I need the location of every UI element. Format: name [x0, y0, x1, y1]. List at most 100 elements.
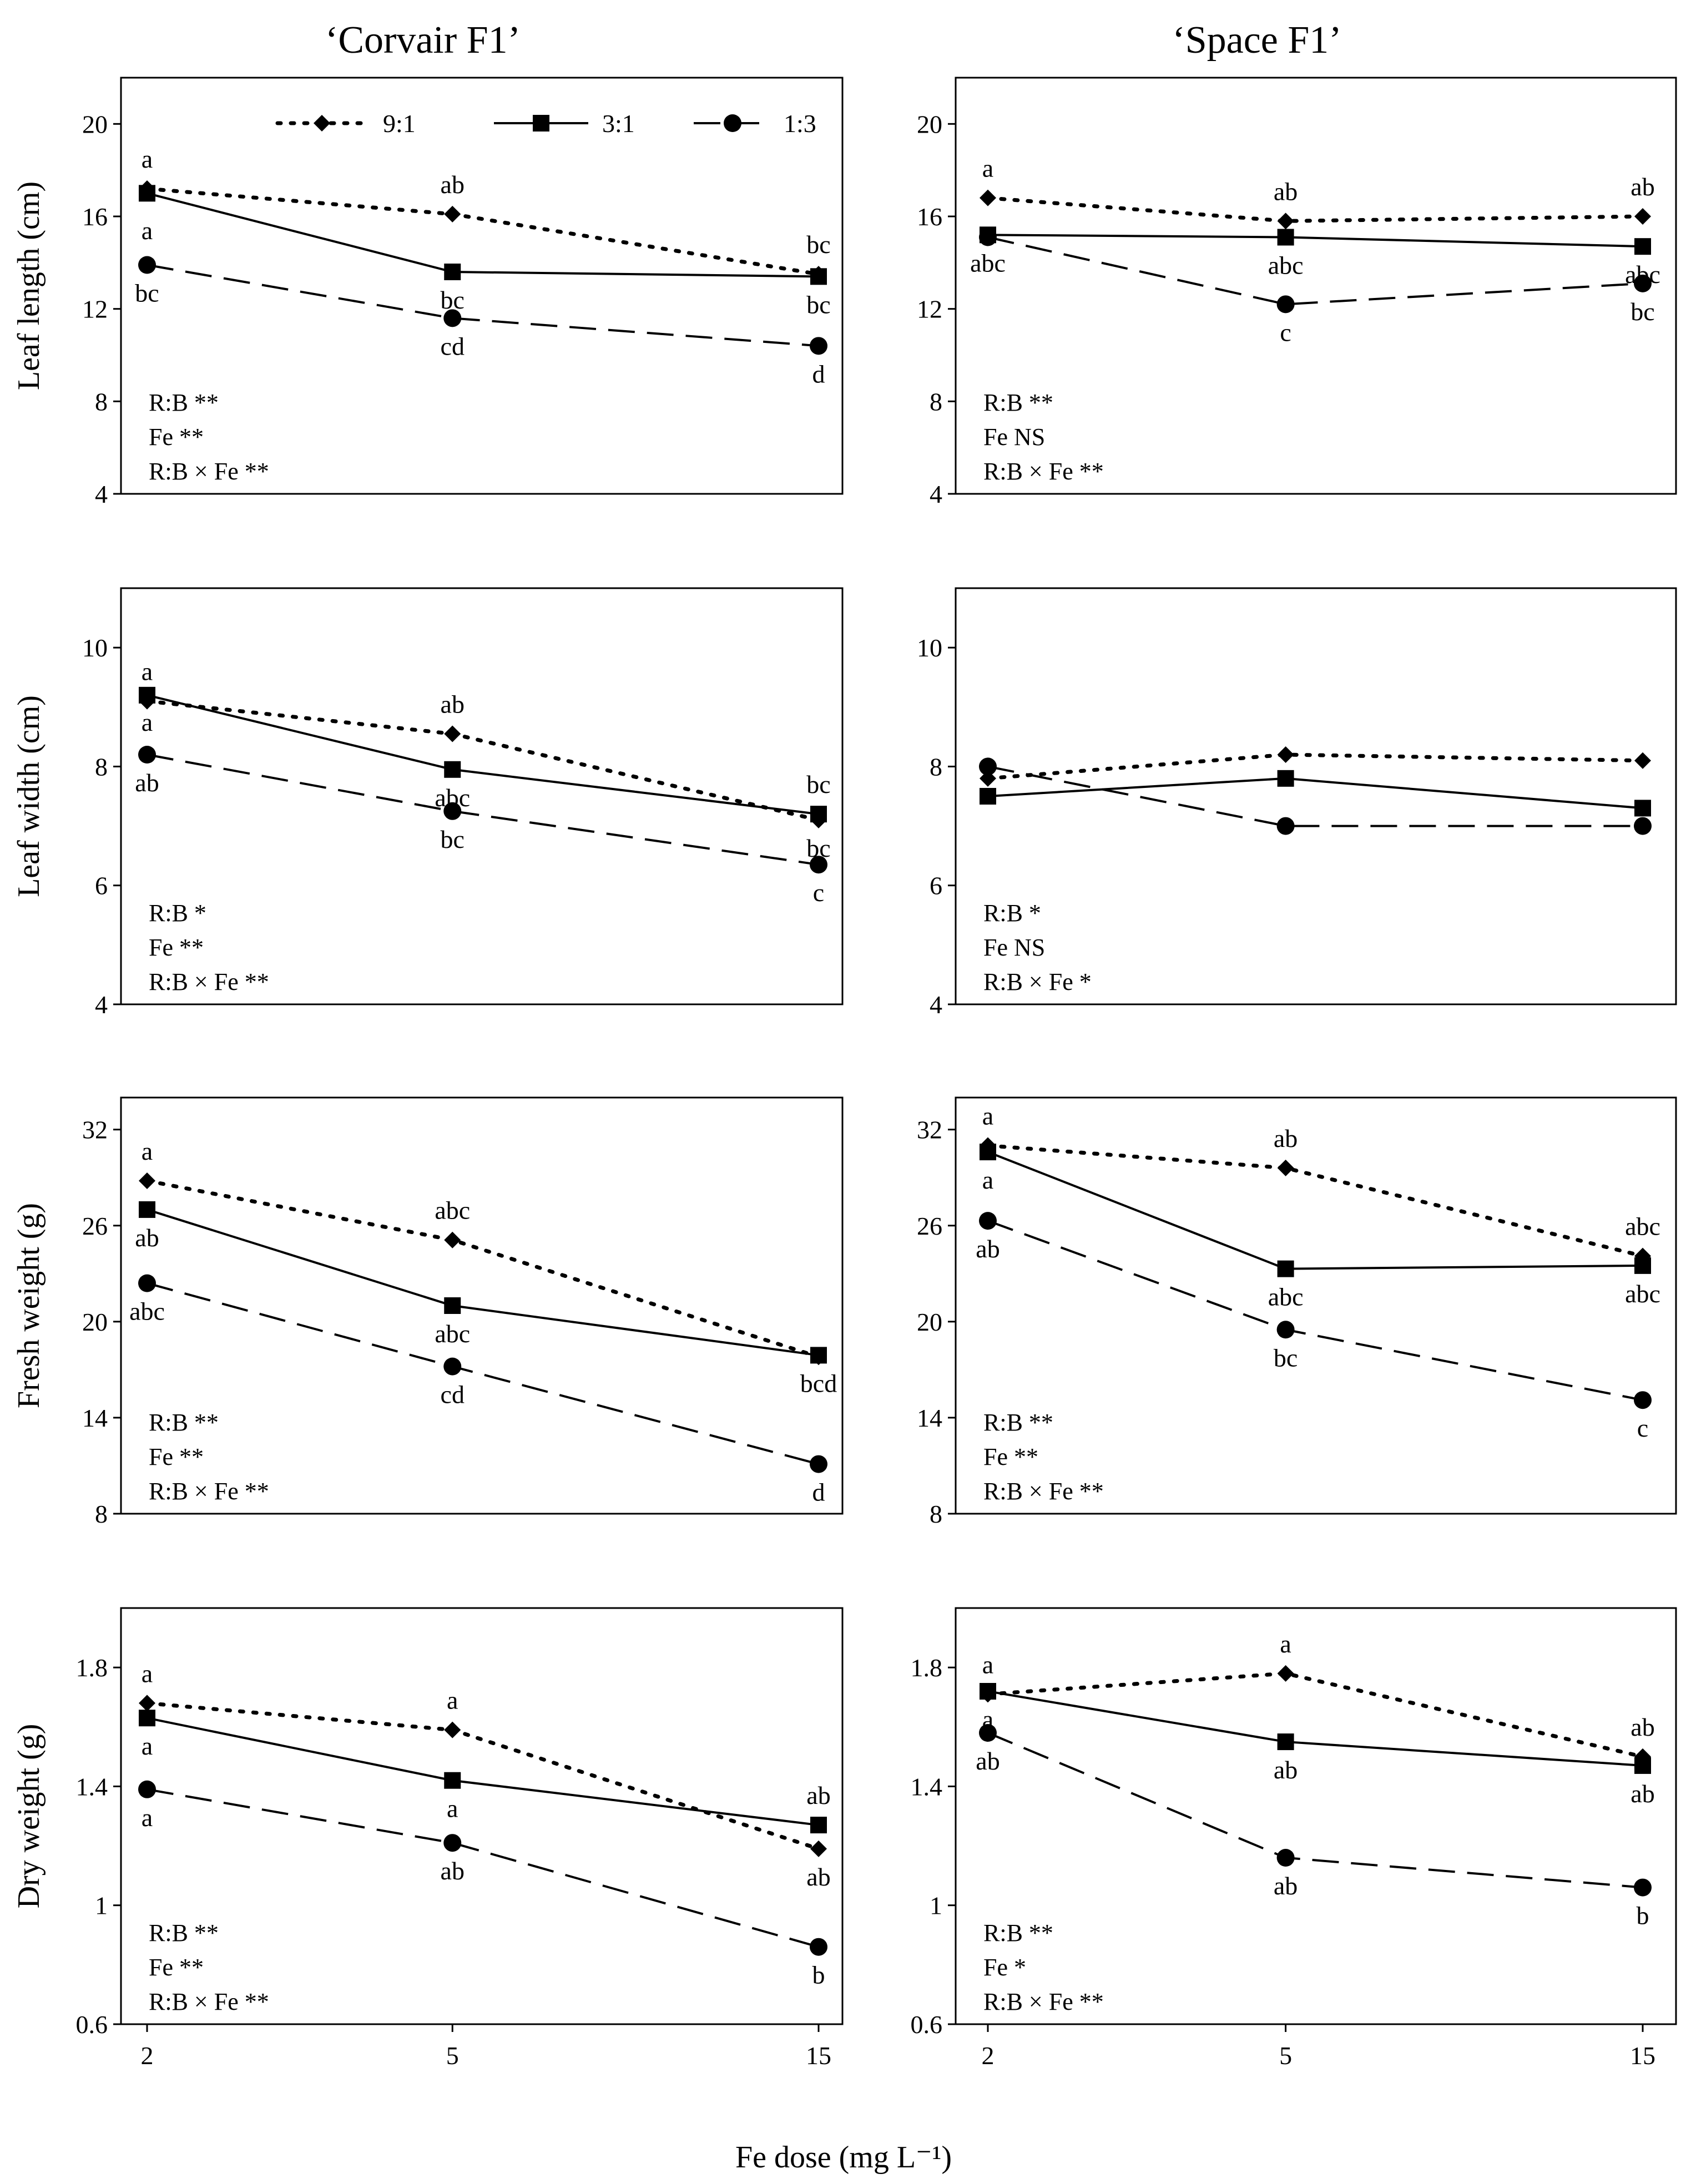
- y-tick-label: 20: [82, 110, 108, 138]
- significance-letter: ab: [441, 1857, 465, 1885]
- data-point-1-3: [810, 1938, 827, 1956]
- anova-stat: R:B × Fe **: [149, 458, 269, 485]
- plot-frame: [120, 587, 844, 1005]
- significance-letter: bc: [1631, 297, 1654, 326]
- significance-letter: a: [447, 1686, 458, 1715]
- significance-letter: ab: [806, 1781, 830, 1809]
- data-point-1-3: [1276, 817, 1295, 835]
- significance-letter: a: [982, 154, 993, 183]
- data-point-3-1: [1634, 800, 1651, 817]
- data-point-9-1: [444, 725, 461, 742]
- data-point-3-1: [139, 185, 155, 202]
- anova-stat: Fe **: [149, 1443, 204, 1470]
- significance-letter: a: [142, 216, 153, 245]
- plot-frame: [955, 1607, 1677, 2025]
- data-point-1-3: [810, 337, 827, 355]
- plot-frame: [955, 587, 1677, 1005]
- significance-letter: a: [982, 1650, 993, 1679]
- data-point-9-1: [139, 1172, 155, 1189]
- series-line-1-3: [987, 765, 1643, 827]
- data-point-3-1: [810, 1347, 827, 1364]
- data-point-9-1: [810, 1840, 827, 1857]
- anova-stat: R:B × Fe **: [149, 1478, 269, 1505]
- significance-letter: a: [142, 658, 153, 686]
- column-title-corvair: ‘Corvair F1’: [325, 19, 521, 62]
- series-line-3-1: [147, 694, 819, 816]
- significance-letter: a: [142, 145, 153, 173]
- chart-panel: 8 14 20 26 32 Fresh weight (g) a abc ab abc bcd abc…: [12, 1096, 844, 1528]
- chart-panel: 8 14 20 26 32 a ab abc a abc abc ab bc c R:B ** Fe ** R:…: [917, 1096, 1677, 1528]
- y-tick-label: 8: [930, 387, 942, 416]
- series-line-3-1: [987, 234, 1643, 248]
- significance-letter: bc: [806, 230, 830, 259]
- data-point-3-1: [139, 686, 155, 704]
- data-point-3-1: [139, 1710, 155, 1727]
- legend-label-1-3: 1:3: [784, 109, 816, 138]
- x-tick-label: 5: [1279, 2041, 1292, 2070]
- plot-frame: [120, 1096, 844, 1515]
- data-point-1-3: [1634, 274, 1652, 292]
- y-tick-label: 26: [917, 1212, 942, 1240]
- y-tick-label: 16: [917, 203, 942, 231]
- data-point-1-3: [443, 802, 462, 820]
- anova-stat: R:B **: [149, 1409, 219, 1436]
- significance-letter: a: [142, 1659, 153, 1687]
- legend-marker-1-3: [724, 114, 741, 132]
- legend-marker-9-1: [314, 115, 330, 132]
- significance-letter: d: [812, 1478, 825, 1506]
- significance-letter: cd: [441, 332, 465, 360]
- data-point-3-1: [1634, 1757, 1651, 1774]
- significance-letter: abc: [1625, 1212, 1660, 1241]
- data-point-1-3: [443, 1834, 462, 1852]
- significance-letter: d: [812, 360, 825, 388]
- y-tick-label: 20: [917, 110, 942, 138]
- anova-stat: Fe NS: [983, 423, 1045, 451]
- significance-letter: ab: [441, 690, 465, 719]
- significance-letter: ab: [135, 769, 159, 797]
- data-point-1-3: [979, 1212, 997, 1230]
- significance-letter: ab: [1631, 173, 1654, 201]
- significance-letter: abc: [1625, 260, 1660, 289]
- chart-panel: 4 6 8 10 R:B * Fe NS R:B × Fe *: [917, 587, 1677, 1019]
- data-point-3-1: [1277, 1733, 1294, 1751]
- data-point-3-1: [444, 264, 461, 280]
- anova-stat: R:B **: [149, 389, 219, 416]
- data-point-9-1: [139, 1695, 155, 1712]
- data-point-1-3: [1276, 295, 1295, 314]
- chart-panel: 4 6 8 10 Leaf width (cm) a ab bc abc bc ab bc c a R:B …: [12, 587, 844, 1019]
- anova-stat: Fe **: [983, 1443, 1038, 1470]
- data-point-9-1: [444, 205, 461, 223]
- series-line-1-3: [147, 264, 819, 347]
- series-line-3-1: [987, 1690, 1643, 1767]
- x-axis-title: Fe dose (mg L⁻¹): [735, 2140, 952, 2175]
- data-point-3-1: [444, 1297, 461, 1314]
- significance-letter: bc: [135, 279, 159, 307]
- y-axis-title: Fresh weight (g): [12, 1203, 46, 1408]
- y-tick-label: 26: [82, 1212, 108, 1240]
- anova-stat: R:B × Fe **: [983, 1478, 1104, 1505]
- series-line-9-1: [145, 1701, 821, 1851]
- data-point-1-3: [810, 1455, 827, 1473]
- y-tick-label: 16: [82, 203, 108, 231]
- y-tick-label: 12: [917, 295, 942, 323]
- data-point-3-1: [810, 806, 827, 823]
- anova-stat: Fe *: [983, 1954, 1026, 1981]
- data-point-1-3: [979, 757, 997, 776]
- y-tick-label: 12: [82, 295, 108, 323]
- series-line-1-3: [987, 236, 1643, 306]
- y-tick-label: 8: [930, 1500, 942, 1528]
- significance-letter: a: [142, 708, 153, 736]
- data-point-3-1: [1277, 1260, 1294, 1277]
- series-line-9-1: [986, 1144, 1645, 1258]
- significance-letter: c: [813, 878, 824, 907]
- anova-stat: Fe **: [149, 1954, 204, 1981]
- data-point-1-3: [138, 256, 156, 274]
- anova-stat: Fe **: [149, 423, 204, 451]
- data-point-3-1: [980, 1144, 996, 1161]
- chart-panel: 4 8 12 16 20 Leaf length (cm) a ab bc bc bc bc cd d a R…: [12, 77, 844, 508]
- data-point-1-3: [138, 1274, 156, 1292]
- significance-letter: bc: [441, 825, 465, 853]
- significance-letter: ab: [441, 170, 465, 199]
- data-point-1-3: [1276, 1849, 1295, 1867]
